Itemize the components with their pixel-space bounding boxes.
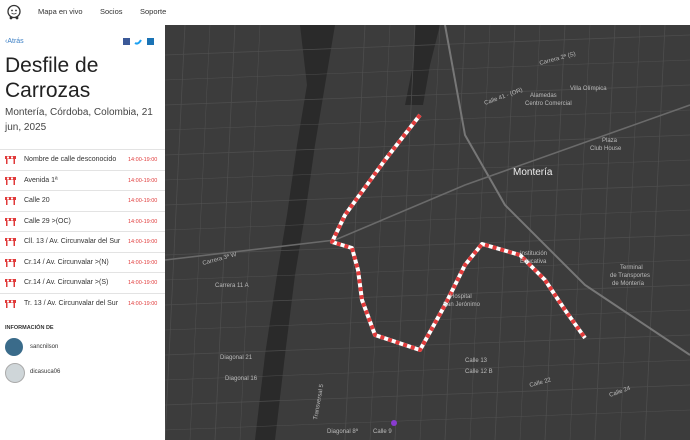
map[interactable]: Montería Calle 41 - (OR) Carrera 2ª (S) … — [165, 25, 690, 440]
map-label: Carrera 11 A — [215, 283, 249, 289]
street-name: Nombre de calle desconocido — [24, 156, 117, 163]
avatar — [5, 338, 23, 356]
closure-time: 14:00-19:00 — [128, 218, 158, 225]
map-label: Diagonal 21 — [220, 355, 253, 361]
map-label: Montería — [513, 167, 553, 178]
closure-icon — [5, 176, 16, 185]
closure-time: 14:00-19:00 — [128, 259, 158, 266]
map-label: Terminal — [620, 265, 643, 271]
street-name: Calle 29 >(OC) — [24, 217, 71, 225]
user-name[interactable]: sancnilson — [30, 344, 59, 350]
map-label: Educativa — [520, 259, 547, 265]
closure-row[interactable]: Tr. 13 / Av. Circunvalar del Sur 14:00-19… — [0, 292, 165, 314]
closure-row[interactable]: Cr.14 / Av. Circunvalar >(N) 14:00-19:00 — [0, 251, 165, 273]
back-text[interactable]: Atrás — [7, 38, 24, 45]
closure-time: 14:00-19:00 — [128, 157, 158, 163]
closure-icon — [5, 217, 16, 226]
back-link[interactable]: ‹Atrás — [5, 38, 24, 45]
street-name: Avenida 1ª — [24, 176, 58, 184]
map-label: Diagonal 8ª — [327, 428, 359, 435]
map-label: Alamedas — [530, 93, 557, 99]
nav-link[interactable]: Socios — [100, 7, 123, 16]
map-label: Plaza — [602, 138, 618, 144]
map-label: Diagonal 16 — [225, 376, 258, 382]
closure-row[interactable]: Avenida 1ª 14:00-19:00 — [0, 169, 165, 191]
street-name: Cr.14 / Av. Circunvalar >(N) — [24, 258, 109, 266]
map-label: Calle 22 — [529, 377, 552, 389]
map-label: de Montería — [612, 281, 645, 287]
map-label: Club House — [590, 146, 622, 152]
closure-icon — [5, 197, 16, 205]
map-label: Villa Olímpica — [570, 86, 607, 92]
closure-row[interactable]: Calle 29 >(OC) 14:00-19:00 — [0, 210, 165, 232]
event-subtitle: Montería, Córdoba, Colombia, 21 jun, 202… — [5, 107, 153, 133]
avatar — [5, 363, 25, 383]
map-label: Institución — [520, 251, 547, 257]
closure-icon — [5, 238, 16, 246]
closure-icon — [5, 279, 16, 287]
closure-row[interactable]: Calle 20 14:00-19:00 — [0, 190, 165, 211]
share-icons[interactable] — [123, 38, 158, 47]
map-label: San Jerónimo — [443, 302, 481, 308]
closure-time: 14:00-19:00 — [128, 177, 158, 184]
nav-link[interactable]: Soporte — [140, 7, 167, 16]
map-label: Calle 9 — [373, 429, 392, 435]
map-label: Hospital — [450, 294, 472, 300]
closure-row[interactable]: Cll. 13 / Av. Circunvalar del Sur 14:00-1… — [0, 231, 165, 252]
map-label: Calle 13 — [465, 358, 488, 364]
closure-time: 14:00-19:00 — [128, 198, 158, 204]
nav-bar: Mapa en vivo Socios Soporte — [0, 0, 690, 26]
street-name: Calle 20 — [24, 197, 50, 204]
map-label: Centro Comercial — [525, 101, 572, 107]
side-panel: ‹Atrás Desfile de Carrozas Montería, Cór… — [0, 25, 165, 440]
closure-icon — [5, 299, 16, 308]
nav-link[interactable]: Mapa en vivo — [38, 7, 83, 16]
closure-row[interactable]: Nombre de calle desconocido 14:00-19:00 — [0, 149, 165, 170]
closure-icon — [5, 156, 16, 164]
closure-icon — [5, 258, 16, 267]
info-heading: INFORMACIÓN DE — [5, 325, 54, 331]
map-label: de Transportes — [610, 273, 650, 279]
closure-time: 14:00-19:00 — [128, 300, 158, 307]
map-label: Calle 12 B — [465, 369, 493, 375]
marker[interactable] — [391, 420, 397, 426]
street-name: Tr. 13 / Av. Circunvalar del Sur — [24, 299, 119, 307]
user-name[interactable]: dicasuca06 — [30, 369, 61, 375]
closure-time: 14:00-19:00 — [128, 280, 158, 286]
logo[interactable] — [6, 4, 22, 20]
closure-row[interactable]: Cr.14 / Av. Circunvalar >(S) 14:00-19:00 — [0, 272, 165, 293]
street-name: Cll. 13 / Av. Circunvalar del Sur — [24, 238, 121, 245]
event-title: Desfile de Carrozas — [5, 54, 99, 102]
street-name: Cr.14 / Av. Circunvalar >(S) — [24, 279, 109, 286]
closure-time: 14:00-19:00 — [128, 239, 158, 245]
